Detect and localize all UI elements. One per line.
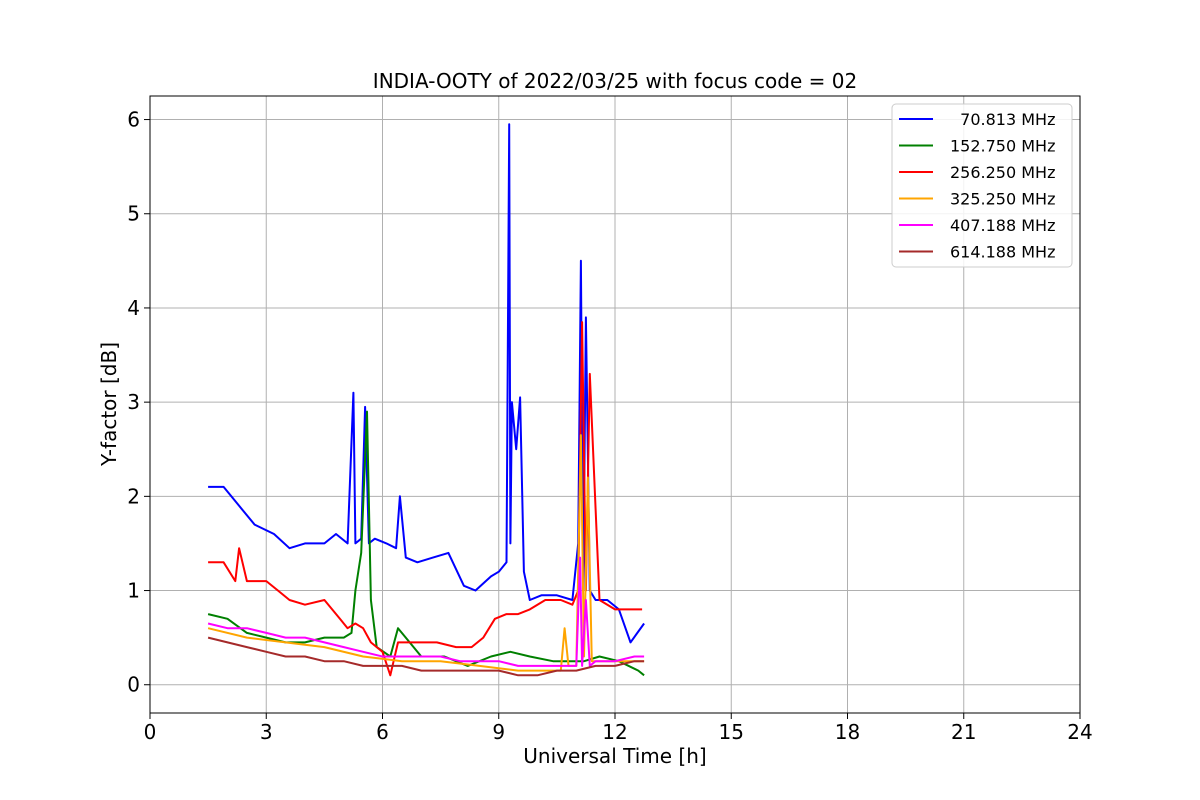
x-tick-label: 6 bbox=[376, 720, 389, 744]
y-axis-label: Y-factor [dB] bbox=[97, 342, 121, 467]
y-tick-label: 6 bbox=[127, 108, 140, 132]
legend-entry: 152.750 MHz bbox=[950, 137, 1055, 156]
series-layer bbox=[207, 123, 645, 677]
x-axis: 0 3 6 9 12 15 18 21 24 bbox=[144, 713, 1093, 744]
y-tick-label: 4 bbox=[127, 296, 140, 320]
legend-entry: 614.188 MHz bbox=[950, 243, 1055, 262]
series-line-5 bbox=[207, 636, 645, 677]
x-tick-label: 15 bbox=[719, 720, 744, 744]
legend-entry: 325.250 MHz bbox=[950, 190, 1055, 209]
y-tick-label: 2 bbox=[127, 484, 140, 508]
x-tick-label: 21 bbox=[951, 720, 976, 744]
y-tick-label: 5 bbox=[127, 202, 140, 226]
legend-entry: 407.188 MHz bbox=[950, 216, 1055, 235]
x-tick-label: 18 bbox=[835, 720, 860, 744]
series-line-4 bbox=[207, 556, 645, 667]
plot-area bbox=[207, 123, 645, 677]
series-line-2 bbox=[208, 321, 643, 677]
legend-entry: 70.813 MHz bbox=[950, 110, 1055, 129]
legend-entry: 256.250 MHz bbox=[950, 163, 1055, 182]
x-tick-label: 24 bbox=[1067, 720, 1092, 744]
series-line-0 bbox=[208, 123, 645, 644]
x-tick-label: 0 bbox=[144, 720, 157, 744]
y-tick-label: 1 bbox=[127, 579, 140, 603]
x-tick-label: 9 bbox=[492, 720, 505, 744]
legend: 70.813 MHz 152.750 MHz 256.250 MHz 325.250 … bbox=[891, 103, 1073, 268]
x-tick-label: 3 bbox=[260, 720, 273, 744]
y-tick-label: 0 bbox=[127, 673, 140, 697]
y-axis: 0 1 2 3 4 5 6 bbox=[127, 108, 150, 697]
legend-frame bbox=[891, 103, 1073, 268]
x-axis-label: Universal Time [h] bbox=[523, 744, 706, 768]
y-tick-label: 3 bbox=[127, 390, 140, 414]
chart-title: INDIA-OOTY of 2022/03/25 with focus code… bbox=[373, 69, 857, 93]
x-tick-label: 12 bbox=[602, 720, 627, 744]
